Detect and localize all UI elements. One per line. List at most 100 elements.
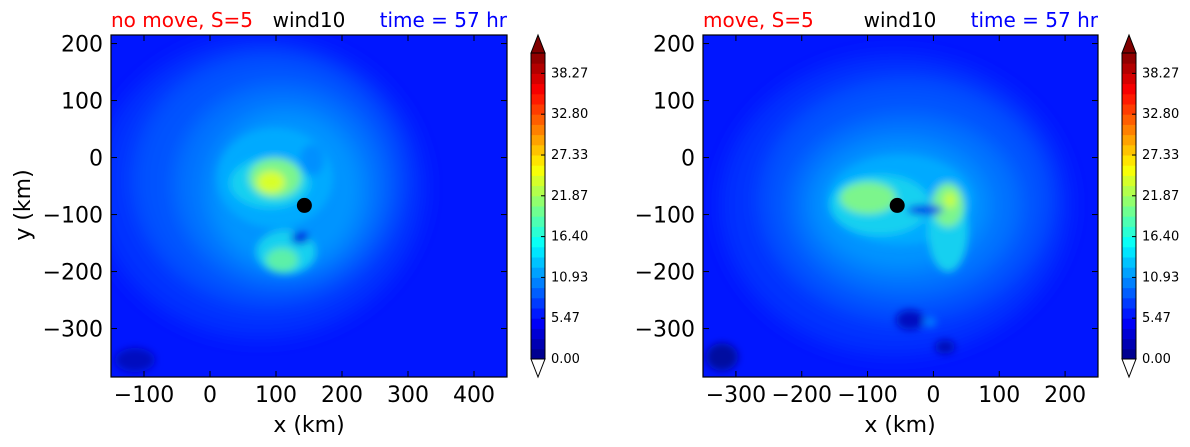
colorbar-segment [531,93,545,105]
colorbar-segment [531,226,545,238]
colorbar-extend-max [530,33,546,54]
colorbar-segment [531,155,545,166]
colorbar-segment [531,185,545,197]
left-title-variable: wind10 [273,8,346,32]
colorbar-segment [531,308,545,319]
y-tick-label: 200 [61,33,103,58]
right-center-marker [889,197,905,213]
colorbar-segment [1122,195,1136,207]
y-tick-label: 100 [653,90,695,115]
colorbar-tick-label: 5.47 [1142,311,1171,326]
colorbar-segment [531,165,545,176]
colorbar-segment [531,175,545,187]
colorbar-segment [1122,73,1136,85]
x-tick-label: 100 [978,383,1020,408]
y-tick-label: 200 [653,33,695,58]
x-tick-label: −100 [114,383,174,408]
x-tick-label: 400 [453,383,495,408]
colorbar-segment [531,318,545,329]
y-tick-label: −100 [43,204,103,229]
right-title-variable: wind10 [864,8,937,32]
colorbar-tick-label: 32.80 [551,107,588,122]
colorbar-tick-label: 10.93 [1142,270,1179,285]
colorbar-tick-label: 5.47 [551,311,580,326]
right-x-axis-label: x (km) [864,413,935,438]
left-x-ticks: −100 0 100 200 300 400 [114,35,495,408]
y-tick-label: −300 [43,318,103,343]
colorbar-segment [531,246,545,258]
colorbar-segment [1122,328,1136,340]
colorbar-segment [531,206,545,217]
y-tick-label: −200 [635,261,695,286]
colorbar-segment [1122,114,1136,125]
colorbar-segment [1122,124,1136,136]
x-tick-label: 100 [255,383,297,408]
right-y-ticks: 200 100 0 −100 −200 −300 [635,33,1098,343]
colorbar-tick-label: 0.00 [1142,352,1171,367]
left-title-time: time = 57 hr [380,8,508,32]
colorbar-segment [1122,206,1136,217]
right-x-ticks: −300 −200 −100 0 100 200 [706,35,1086,408]
colorbar-segment [531,63,545,74]
colorbar-segment [1122,144,1136,156]
right-plot-frame [702,34,1099,378]
colorbar-segment [1122,267,1136,278]
colorbar-tick-label: 38.27 [1142,66,1179,81]
x-tick-label: −100 [837,383,897,408]
colorbar-segment [1122,216,1136,227]
colorbar-segment [1122,63,1136,74]
colorbar-segment [1122,246,1136,258]
colorbar-segment [531,338,545,350]
x-tick-label: 0 [203,383,217,408]
colorbar-segment [1122,185,1136,197]
colorbar-tick-label: 0.00 [551,352,580,367]
colorbar-segment [1122,226,1136,238]
colorbar-segment [531,328,545,340]
colorbar-segment [1122,165,1136,176]
colorbar-segment [531,267,545,278]
colorbar-segment [531,83,545,95]
y-tick-label: −200 [43,261,103,286]
colorbar-segment [531,195,545,207]
colorbar-segment [1122,93,1136,105]
colorbar-segment [1122,277,1136,289]
left-colorbar: 0.00 5.47 10.93 16.40 21.87 27.33 32.80 38.27 [530,33,588,379]
colorbar-segment [531,73,545,85]
left-panel: no move, S=5 wind10 time = 57 hr [11,8,508,438]
x-tick-label: −300 [706,383,766,408]
colorbar-segment [1122,53,1136,64]
colorbar-tick-label: 27.33 [551,148,588,163]
colorbar-segment [1122,175,1136,187]
colorbar-segment [531,348,545,360]
colorbar-segment [531,287,545,299]
right-title-time: time = 57 hr [971,8,1099,32]
y-tick-label: −100 [635,204,695,229]
left-plot-frame [110,34,508,378]
x-tick-label: 0 [926,383,940,408]
colorbar-segment [531,114,545,125]
right-title-case: move, S=5 [703,8,814,32]
colorbar-frame [1121,52,1137,360]
colorbar-tick-label: 38.27 [551,66,588,81]
colorbar-segment [1122,155,1136,166]
colorbar-segment [531,144,545,156]
colorbar-segment [531,104,545,115]
colorbar-tick-label: 21.87 [1142,189,1179,204]
colorbar-segment [1122,134,1136,146]
left-title-case: no move, S=5 [111,8,253,32]
colorbar-segment [531,257,545,268]
colorbar-segment [1122,287,1136,299]
y-tick-label: 0 [681,147,695,172]
colorbar-tick-label: 32.80 [1142,107,1179,122]
colorbar-segment [531,216,545,227]
colorbar-segment [531,236,545,248]
right-panel: move, S=5 wind10 time = 57 hr [635,8,1099,438]
colorbar-segment [1122,297,1136,309]
y-tick-label: −300 [635,318,695,343]
left-y-axis-label: y (km) [11,169,36,240]
left-y-ticks: 200 100 0 −100 −200 −300 [43,33,507,343]
colorbar-segment [1122,236,1136,248]
colorbar-segment [531,124,545,136]
colorbar-segment [1122,348,1136,360]
